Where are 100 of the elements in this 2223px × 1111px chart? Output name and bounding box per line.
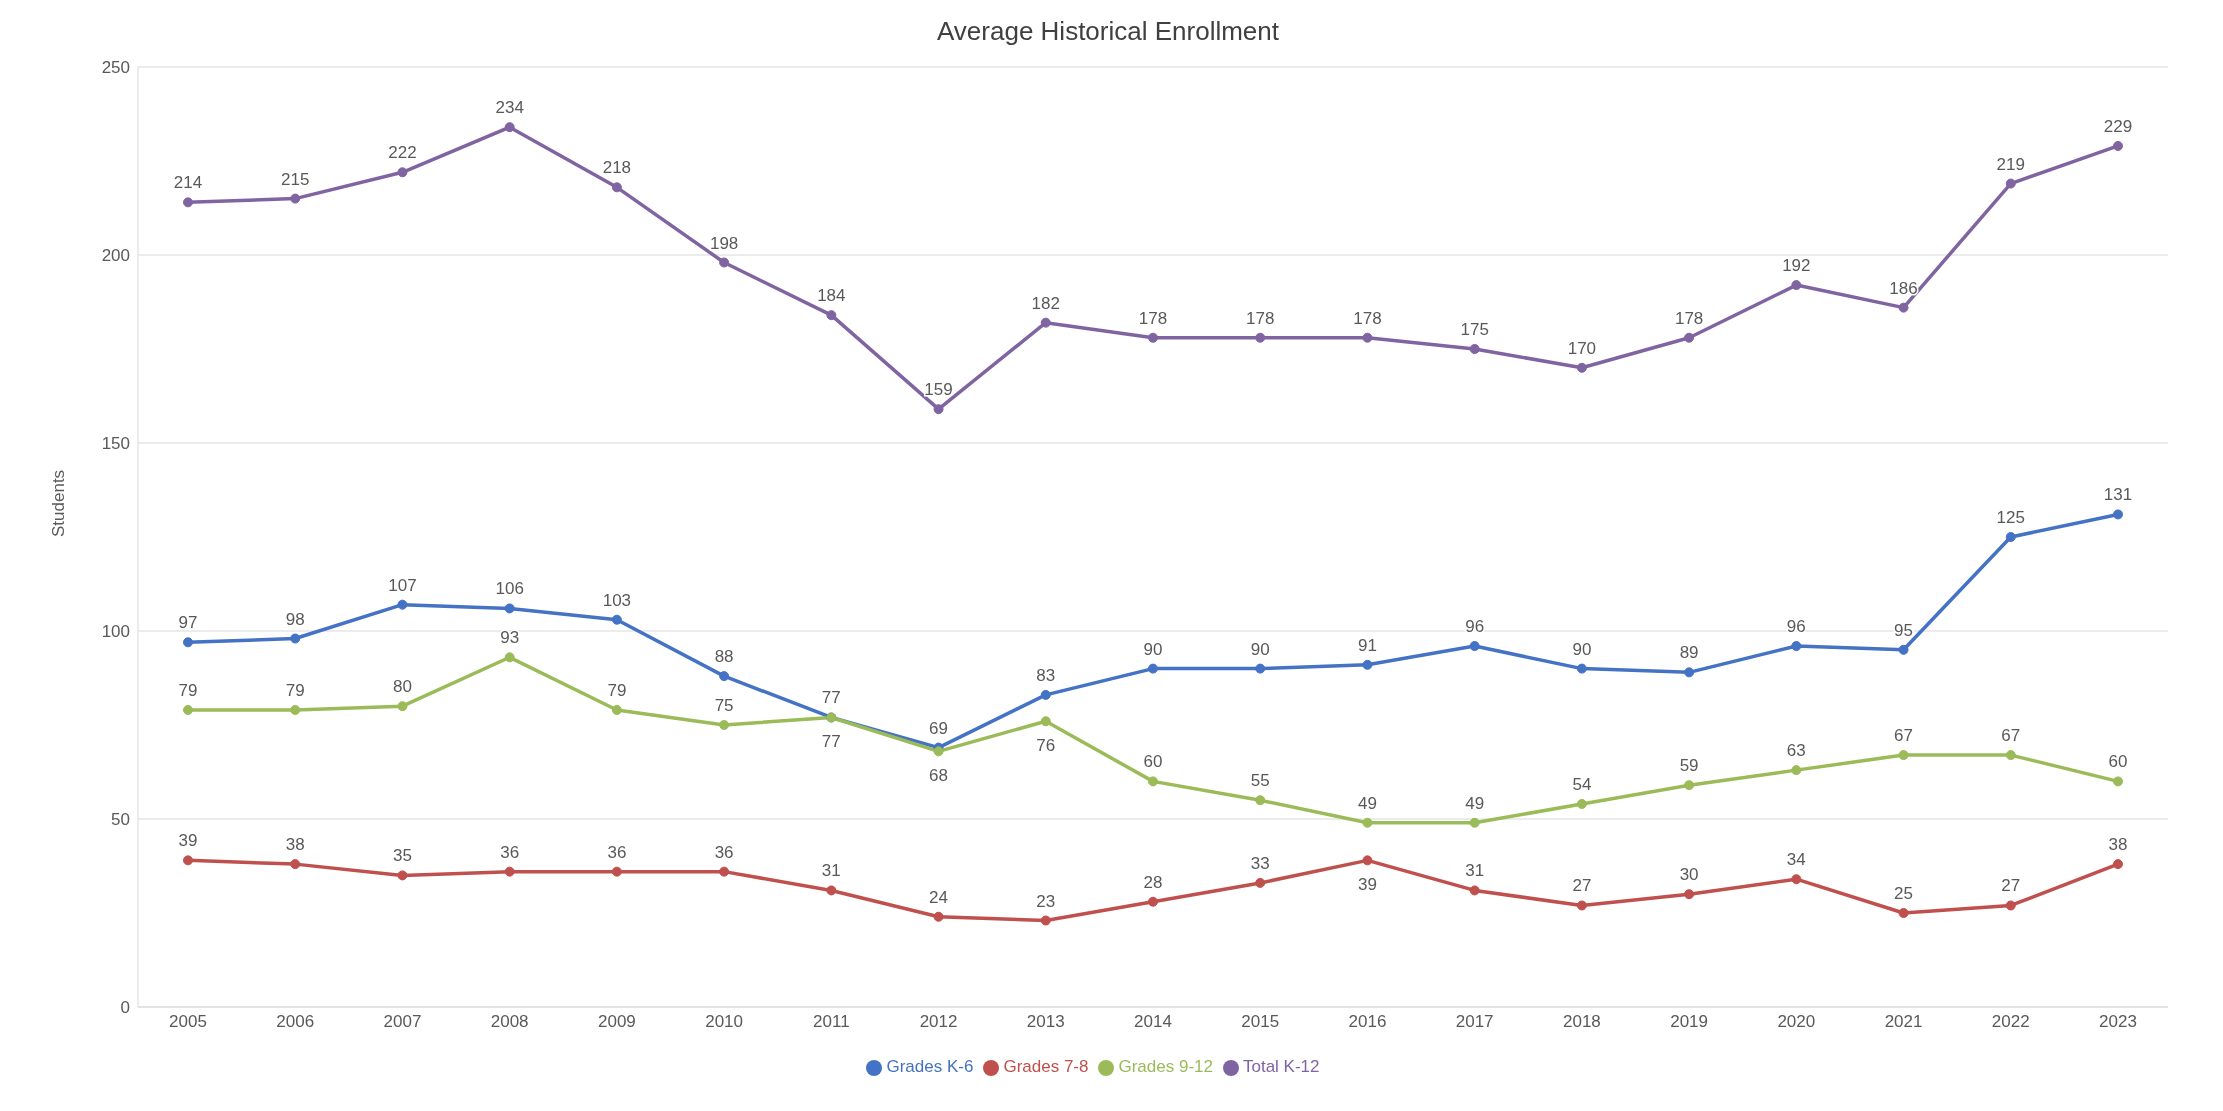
y-tick-label: 150: [101, 434, 130, 454]
data-label: 175: [1460, 320, 1489, 339]
x-tick-label: 2018: [1562, 1012, 1601, 1032]
data-label: 59: [1679, 756, 1699, 776]
data-label: 103: [602, 590, 632, 610]
data-label: 178: [1353, 308, 1382, 328]
data-label: 60: [1143, 752, 1163, 772]
x-tick-label: 2005: [169, 1012, 207, 1032]
x-tick-label: 2014: [1134, 1012, 1172, 1032]
x-tick-label: 2023: [2099, 1012, 2137, 1032]
data-label: 90: [1572, 639, 1592, 659]
data-label: 89: [1679, 643, 1699, 663]
data-label: 192: [1782, 256, 1811, 276]
data-label: 27: [2001, 876, 2021, 896]
data-label: 79: [178, 680, 198, 700]
data-label: 49: [1465, 793, 1485, 813]
data-label: 28: [1143, 872, 1163, 892]
data-label: 31: [821, 861, 841, 881]
data-label: 186: [1889, 278, 1918, 298]
data-label: 90: [1250, 639, 1270, 659]
y-tick-label: 250: [101, 58, 130, 78]
x-tick-label: 2021: [1884, 1012, 1923, 1032]
x-tick-label: 2022: [1991, 1012, 2030, 1032]
data-label: 55: [1250, 771, 1270, 791]
x-tick-label: 2010: [705, 1012, 744, 1032]
x-tick-label: 2012: [919, 1012, 958, 1032]
data-label: 214: [173, 173, 203, 193]
data-label: 67: [1894, 726, 1914, 746]
chart-title: Average Historical Enrollment: [936, 15, 1280, 47]
data-label: 39: [178, 831, 198, 851]
x-tick-label: 2017: [1455, 1012, 1494, 1032]
data-label: 49: [1357, 793, 1377, 813]
data-label: 98: [285, 609, 305, 629]
data-label: 178: [1138, 308, 1168, 328]
x-tick-label: 2019: [1670, 1012, 1709, 1032]
data-label: 79: [285, 680, 305, 700]
data-label: 80: [392, 677, 412, 697]
data-label: 24: [929, 887, 949, 907]
data-label: 198: [709, 233, 739, 253]
data-label: 107: [388, 575, 417, 595]
x-tick-label: 2009: [597, 1012, 636, 1032]
y-tick-label: 200: [101, 246, 130, 266]
y-tick-label: 100: [101, 622, 130, 642]
y-tick-label: 50: [111, 810, 130, 830]
data-label: 219: [1996, 154, 2025, 174]
data-label: 90: [1143, 639, 1163, 659]
data-label: 25: [1894, 884, 1914, 903]
data-label: 222: [388, 143, 417, 163]
data-label: 215: [281, 169, 310, 189]
data-label: 93: [500, 628, 520, 648]
data-label: 96: [1465, 617, 1485, 637]
data-label: 106: [495, 579, 524, 599]
data-label: 88: [714, 647, 734, 667]
data-label: 30: [1679, 865, 1699, 885]
data-label: 38: [2108, 835, 2128, 855]
x-tick-label: 2016: [1348, 1012, 1387, 1032]
legend-label: Total K-12: [1242, 1057, 1320, 1076]
data-label: 36: [714, 842, 734, 862]
data-label: 27: [1572, 876, 1592, 896]
x-tick-label: 2007: [383, 1012, 422, 1032]
data-label: 131: [2103, 485, 2133, 505]
data-label: 33: [1250, 853, 1270, 873]
data-label: 182: [1031, 293, 1060, 313]
data-label: 77: [821, 732, 841, 752]
data-label: 178: [1246, 308, 1275, 328]
data-label: 36: [607, 842, 627, 862]
legend-label: Grades 9-12: [1118, 1057, 1213, 1076]
data-label: 34: [1786, 850, 1806, 870]
x-tick-label: 2020: [1777, 1012, 1816, 1032]
data-label: 96: [1786, 617, 1806, 637]
data-label: 218: [602, 158, 632, 178]
data-label: 178: [1674, 308, 1704, 328]
data-label: 23: [1036, 891, 1056, 911]
data-label: 76: [1036, 736, 1056, 756]
data-label: 60: [2108, 752, 2128, 772]
legend-label: Grades K-6: [886, 1057, 974, 1076]
data-label: 77: [821, 688, 841, 708]
data-label: 79: [607, 680, 627, 700]
data-label: 54: [1572, 774, 1592, 794]
data-label: 95: [1894, 620, 1914, 640]
legend-label: Grades 7-8: [1003, 1057, 1089, 1076]
data-label: 67: [2001, 726, 2021, 746]
data-label: 75: [714, 696, 734, 715]
data-label: 91: [1357, 635, 1377, 655]
data-label: 38: [285, 835, 305, 855]
data-label: 97: [178, 613, 198, 633]
y-tick-label: 0: [120, 998, 130, 1018]
y-axis-title: Students: [49, 469, 69, 537]
x-tick-label: 2015: [1241, 1012, 1280, 1032]
x-tick-label: 2011: [813, 1012, 850, 1032]
data-label: 159: [924, 380, 953, 400]
data-label: 35: [392, 846, 412, 866]
data-label: 31: [1465, 861, 1485, 881]
data-label: 125: [1996, 508, 2025, 527]
data-label: 63: [1786, 741, 1806, 761]
data-label: 184: [817, 286, 846, 306]
data-label: 39: [1357, 875, 1377, 895]
x-tick-label: 2008: [490, 1012, 529, 1032]
x-tick-label: 2013: [1026, 1012, 1065, 1032]
data-label: 36: [500, 842, 520, 862]
